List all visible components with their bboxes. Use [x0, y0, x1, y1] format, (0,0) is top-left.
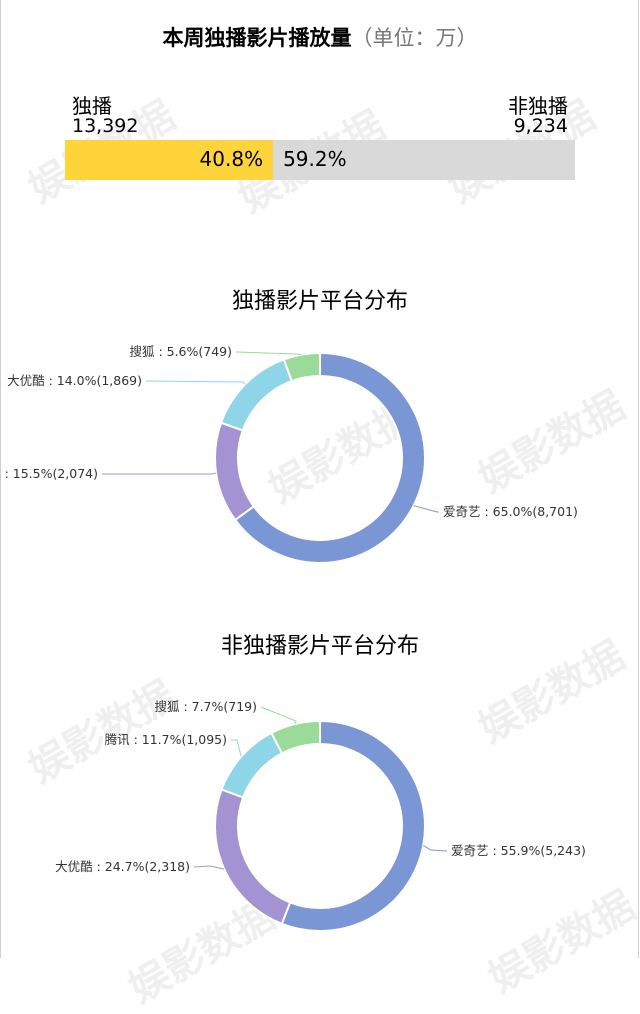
page-title: 本周独播影片播放量（单位：万） — [0, 22, 640, 52]
slice-label-0-0: 爱奇艺 : 65.0%(8,701) — [443, 504, 578, 519]
exclusive-value: 13,392 — [72, 115, 139, 137]
slice-label-1-2: 腾讯 : 11.7%(1,095) — [105, 732, 227, 747]
donut-slice-0-2 — [219, 358, 294, 432]
leader-line-0-1 — [102, 472, 217, 475]
non-exclusive-label: 非独播 — [508, 94, 568, 118]
donut-slice-0-1 — [214, 421, 256, 522]
donut-slice-1-3 — [269, 719, 321, 755]
slice-label-0-2: 大优酷 : 14.0%(1,869) — [7, 373, 142, 388]
donut-slice-1-1 — [214, 788, 292, 926]
leader-line-1-1 — [193, 865, 225, 870]
non-exclusive-share-bar — [273, 140, 575, 180]
non-exclusive-share-label: 59.2% — [283, 147, 347, 171]
donut-slice-0-0 — [233, 351, 426, 564]
leader-line-0-2 — [145, 380, 246, 385]
donut-charts: 爱奇艺 : 65.0%(8,701) 腾讯 : 15.5%(2,074) 大优酷 :… — [0, 344, 586, 932]
leader-line-0-3 — [235, 351, 302, 356]
slice-label-1-1: 大优酷 : 24.7%(2,318) — [55, 859, 190, 874]
leader-line-1-3 — [260, 706, 297, 725]
chart-title-non-exclusive: 非独播影片平台分布 — [220, 634, 419, 659]
slice-label-0-3: 搜狐 : 5.6%(749) — [129, 344, 232, 359]
page-frame — [0, 0, 639, 958]
non-exclusive-value: 9,234 — [513, 115, 568, 137]
donut-slice-1-2 — [220, 731, 284, 799]
slice-label-1-3: 搜狐 : 7.7%(719) — [154, 699, 257, 714]
exclusive-label: 独播 — [72, 94, 112, 118]
exclusive-share-label: 40.8% — [199, 147, 264, 171]
exclusive-share-bar — [65, 140, 274, 180]
donut-slice-0-3 — [282, 351, 321, 383]
leader-line-1-0 — [422, 845, 448, 852]
slice-label-0-1: 腾讯 : 15.5%(2,074) — [0, 466, 98, 481]
leader-line-0-0 — [413, 505, 439, 513]
chart-title-exclusive: 独播影片平台分布 — [231, 289, 408, 314]
donut-slice-1-0 — [280, 719, 426, 932]
title-text: 本周独播影片播放量 — [162, 26, 352, 50]
slice-label-1-0: 爱奇艺 : 55.9%(5,243) — [451, 843, 586, 858]
title-unit: （单位：万） — [351, 26, 478, 50]
leader-line-1-2 — [231, 739, 242, 757]
